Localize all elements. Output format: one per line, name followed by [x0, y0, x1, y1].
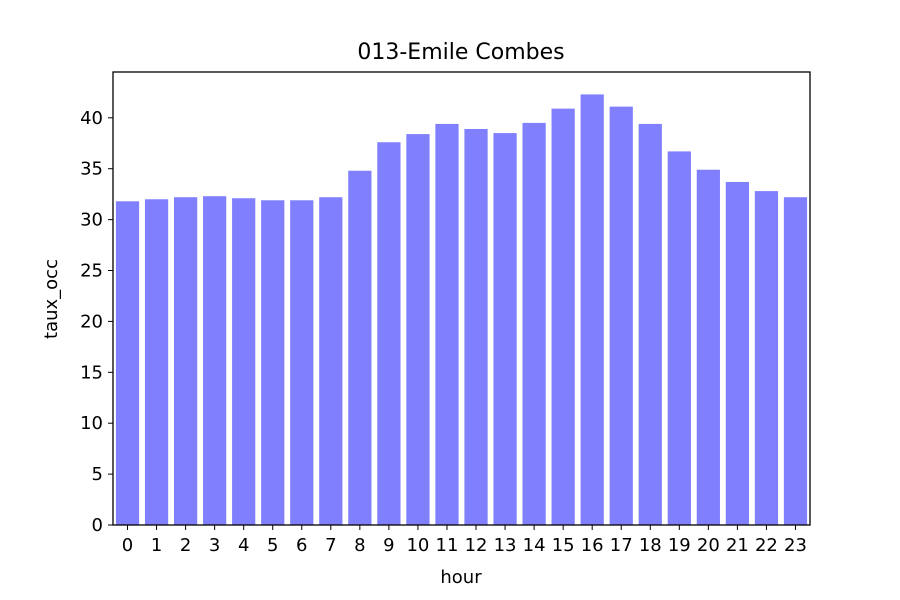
bar-hour-23: [783, 197, 808, 525]
x-tick-label: 21: [726, 535, 749, 556]
bar-hour-20: [696, 169, 720, 526]
y-axis-ticks: 0 5 10 15 20 25 30 35 40: [80, 108, 113, 536]
x-axis-ticks: 0 1 2 3 4 5 6 7 8 9 10 11 12 13 14 15 16 17 18 19 20 21 22 23: [122, 525, 807, 556]
x-tick-label: 18: [639, 535, 662, 556]
x-tick-label: 11: [436, 535, 459, 556]
x-tick-label: 1: [151, 535, 162, 556]
bar-hour-6: [290, 200, 314, 525]
y-tick-label: 25: [80, 261, 103, 282]
plot-frame: [112, 71, 811, 526]
x-tick-label: 16: [581, 535, 604, 556]
y-tick-label: 10: [80, 413, 103, 434]
bar-hour-22: [754, 191, 779, 525]
bar-hour-18: [638, 123, 662, 525]
bar-hour-3: [203, 196, 227, 526]
bar-hour-9: [377, 142, 401, 525]
y-tick-label: 0: [92, 515, 103, 536]
bar-hour-4: [232, 198, 256, 525]
x-tick-label: 15: [552, 535, 575, 556]
bar-hour-17: [609, 106, 633, 525]
y-tick-label: 15: [80, 362, 103, 383]
bar-hour-21: [725, 181, 750, 525]
bar-hour-13: [493, 133, 517, 525]
x-tick-label: 13: [494, 535, 517, 556]
x-tick-label: 8: [354, 535, 365, 556]
x-tick-label: 3: [209, 535, 220, 556]
x-tick-label: 23: [784, 535, 807, 556]
x-tick-label: 17: [610, 535, 633, 556]
bar-hour-10: [406, 134, 430, 526]
bar-hour-14: [522, 122, 546, 526]
x-tick-label: 0: [122, 535, 133, 556]
x-tick-label: 9: [383, 535, 394, 556]
y-tick-label: 30: [80, 210, 103, 231]
x-tick-label: 10: [406, 535, 429, 556]
x-tick-label: 20: [697, 535, 720, 556]
y-tick-label: 35: [80, 159, 103, 180]
x-axis-title: hour: [440, 567, 482, 588]
y-tick-label: 5: [92, 464, 103, 485]
bar-hour-11: [435, 123, 459, 525]
chart-title: 013-Emile Combes: [357, 40, 564, 65]
bar-hour-16: [580, 94, 604, 525]
bar-hour-7: [319, 197, 343, 525]
bar-hour-2: [173, 197, 198, 525]
bar-hour-0: [115, 201, 140, 525]
x-tick-label: 7: [325, 535, 336, 556]
x-tick-label: 19: [668, 535, 691, 556]
x-tick-label: 14: [523, 535, 546, 556]
x-tick-label: 12: [465, 535, 488, 556]
bars-group: [115, 94, 808, 526]
x-tick-label: 5: [267, 535, 278, 556]
bar-hour-15: [551, 108, 575, 526]
x-tick-label: 2: [180, 535, 191, 556]
bar-hour-8: [348, 170, 372, 525]
x-tick-label: 4: [238, 535, 249, 556]
y-axis-title: taux_occ: [41, 259, 62, 339]
x-tick-label: 6: [296, 535, 307, 556]
x-tick-label: 22: [755, 535, 778, 556]
bar-hour-5: [261, 200, 285, 525]
bar-hour-1: [144, 199, 169, 525]
bar-hour-19: [667, 151, 691, 525]
y-tick-label: 40: [80, 108, 103, 129]
bar-hour-12: [464, 129, 488, 525]
y-tick-label: 20: [80, 311, 103, 332]
